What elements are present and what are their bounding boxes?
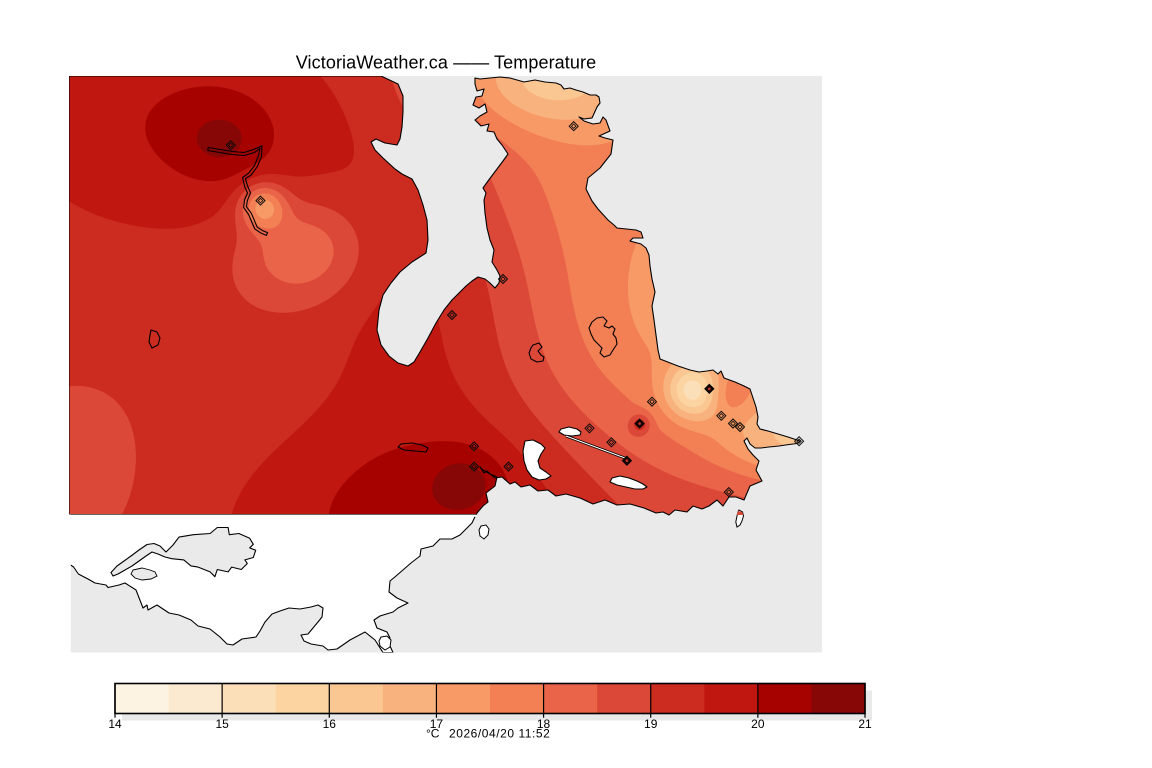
- svg-text:16: 16: [323, 717, 337, 731]
- svg-text:15: 15: [215, 717, 229, 731]
- svg-text:°C: °C: [426, 727, 440, 741]
- svg-text:18: 18: [537, 717, 551, 731]
- svg-text:21: 21: [858, 717, 872, 731]
- svg-text:14: 14: [108, 717, 122, 731]
- svg-text:20: 20: [751, 717, 765, 731]
- svg-text:VictoriaWeather.ca —— Temperat: VictoriaWeather.ca —— Temperature: [296, 53, 596, 73]
- svg-text:2026/04/20 11:52: 2026/04/20 11:52: [449, 727, 550, 741]
- svg-text:19: 19: [644, 717, 658, 731]
- svg-text:17: 17: [430, 717, 444, 731]
